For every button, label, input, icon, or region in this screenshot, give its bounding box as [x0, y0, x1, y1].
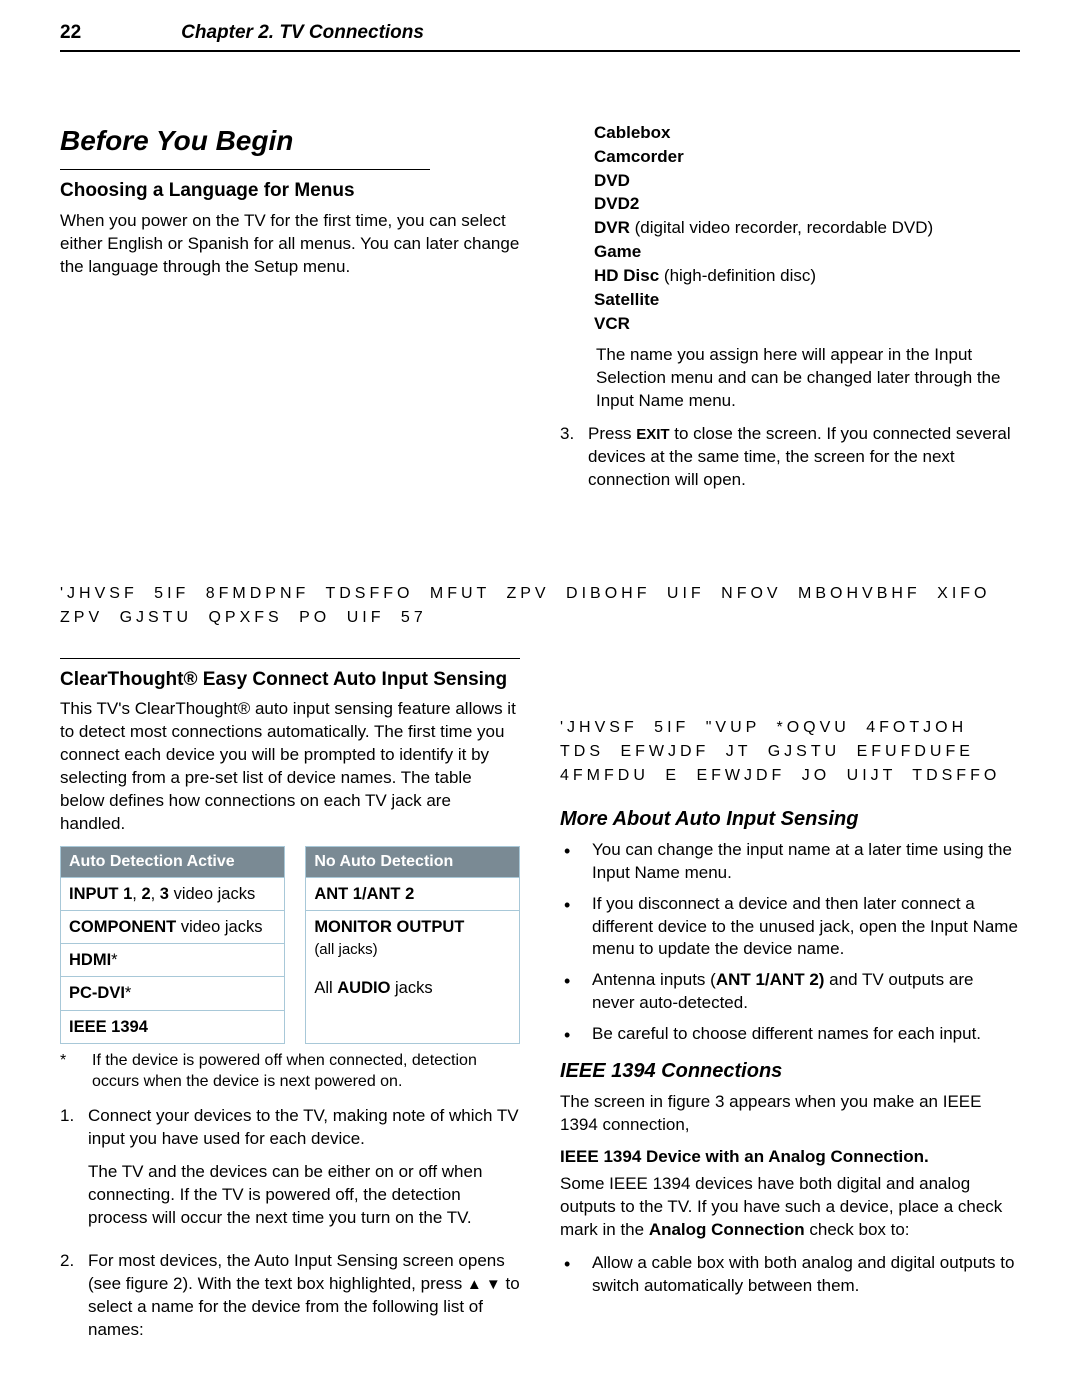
- chapter-title: Chapter 2. TV Connections: [181, 20, 424, 46]
- list-item: If you disconnect a device and then late…: [560, 893, 1020, 962]
- lower-left-col: ClearThought® Easy Connect Auto Input Se…: [60, 648, 520, 1352]
- table-header: No Auto Detection: [306, 847, 519, 877]
- subsection-choosing-language: Choosing a Language for Menus: [60, 178, 520, 204]
- paragraph-ieee-analog: Some IEEE 1394 devices have both digital…: [560, 1173, 1020, 1242]
- step-number: 1.: [60, 1105, 88, 1240]
- step-number: 3.: [560, 423, 588, 492]
- subsection-clearthought: ClearThought® Easy Connect Auto Input Se…: [60, 667, 520, 693]
- lower-columns: ClearThought® Easy Connect Auto Input Se…: [60, 648, 1020, 1352]
- table-row: All AUDIO jacks: [306, 965, 519, 1004]
- list-item: Be careful to choose different names for…: [560, 1023, 1020, 1047]
- exit-key-label: EXIT: [636, 426, 669, 443]
- rule: [60, 658, 520, 659]
- step-text: For most devices, the Auto Input Sensing…: [88, 1250, 520, 1342]
- list-item: Satellite: [594, 289, 1020, 312]
- list-item: Allow a cable box with both analog and d…: [560, 1252, 1020, 1298]
- up-down-arrows-icon: ▲ ▼: [467, 1276, 501, 1293]
- upper-columns: Before You Begin Choosing a Language for…: [60, 122, 1020, 502]
- step-text: Press EXIT to close the screen. If you c…: [588, 423, 1020, 492]
- upper-right-col: Cablebox Camcorder DVD DVD2 DVR (digital…: [560, 122, 1020, 502]
- step-1: 1. Connect your devices to the TV, makin…: [60, 1105, 520, 1240]
- figure-1-caption: 'JHVSF 5IF 8FMDPNF TDSFFO MFUT ZPV DIBOH…: [60, 582, 1020, 630]
- table-row: IEEE 1394: [61, 1010, 284, 1043]
- table-row: INPUT 1, 2, 3 video jacks: [61, 877, 284, 910]
- paragraph-ieee: The screen in figure 3 appears when you …: [560, 1091, 1020, 1137]
- step-3: 3. Press EXIT to close the screen. If yo…: [560, 423, 1020, 492]
- list-item: HD Disc (high-definition disc): [594, 265, 1020, 288]
- table-row: HDMI*: [61, 943, 284, 976]
- device-note: The name you assign here will appear in …: [588, 344, 1020, 413]
- subhead-more-about: More About Auto Input Sensing: [560, 806, 1020, 833]
- step-text: Connect your devices to the TV, making n…: [88, 1105, 520, 1240]
- table-auto-detection-active: Auto Detection Active INPUT 1, 2, 3 vide…: [60, 846, 285, 1044]
- step-2: 2. For most devices, the Auto Input Sens…: [60, 1250, 520, 1342]
- list-item: You can change the input name at a later…: [560, 839, 1020, 885]
- subhead-ieee: IEEE 1394 Connections: [560, 1058, 1020, 1085]
- table-header: Auto Detection Active: [61, 847, 284, 877]
- rule: [60, 169, 430, 170]
- paragraph-clearthought: This TV's ClearThought® auto input sensi…: [60, 698, 520, 836]
- paragraph-language: When you power on the TV for the first t…: [60, 210, 520, 279]
- page-header: 22 Chapter 2. TV Connections: [60, 20, 1020, 52]
- list-item: DVD2: [594, 193, 1020, 216]
- detection-tables: Auto Detection Active INPUT 1, 2, 3 vide…: [60, 846, 520, 1044]
- subhead-ieee-analog: IEEE 1394 Device with an Analog Connecti…: [560, 1146, 1020, 1169]
- list-item: DVD: [594, 170, 1020, 193]
- more-about-list: You can change the input name at a later…: [560, 839, 1020, 1048]
- list-item: Game: [594, 241, 1020, 264]
- table-row: COMPONENT video jacks: [61, 910, 284, 943]
- list-item: Camcorder: [594, 146, 1020, 169]
- table-row: ANT 1/ANT 2: [306, 877, 519, 910]
- upper-left-col: Before You Begin Choosing a Language for…: [60, 122, 520, 502]
- footnote: * If the device is powered off when conn…: [60, 1050, 520, 1093]
- table-row: MONITOR OUTPUT(all jacks): [306, 910, 519, 966]
- table-no-auto-detection: No Auto Detection ANT 1/ANT 2 MONITOR OU…: [305, 846, 520, 1044]
- list-item: Cablebox: [594, 122, 1020, 145]
- table-row: PC-DVI*: [61, 976, 284, 1009]
- footnote-marker: *: [60, 1050, 92, 1093]
- step-number: 2.: [60, 1250, 88, 1342]
- ieee-bullet-list: Allow a cable box with both analog and d…: [560, 1252, 1020, 1298]
- list-item: VCR: [594, 313, 1020, 336]
- footnote-text: If the device is powered off when connec…: [92, 1050, 520, 1093]
- list-item: DVR (digital video recorder, recordable …: [594, 217, 1020, 240]
- lower-right-col: 'JHVSF 5IF "VUP *OQVU 4FOTJOH TDS EFWJDF…: [560, 648, 1020, 1352]
- device-name-list: Cablebox Camcorder DVD DVD2 DVR (digital…: [560, 122, 1020, 336]
- section-before-you-begin: Before You Begin: [60, 122, 520, 160]
- page-number: 22: [60, 20, 81, 46]
- figure-2-caption: 'JHVSF 5IF "VUP *OQVU 4FOTJOH TDS EFWJDF…: [560, 716, 1020, 788]
- list-item: Antenna inputs (ANT 1/ANT 2) and TV outp…: [560, 969, 1020, 1015]
